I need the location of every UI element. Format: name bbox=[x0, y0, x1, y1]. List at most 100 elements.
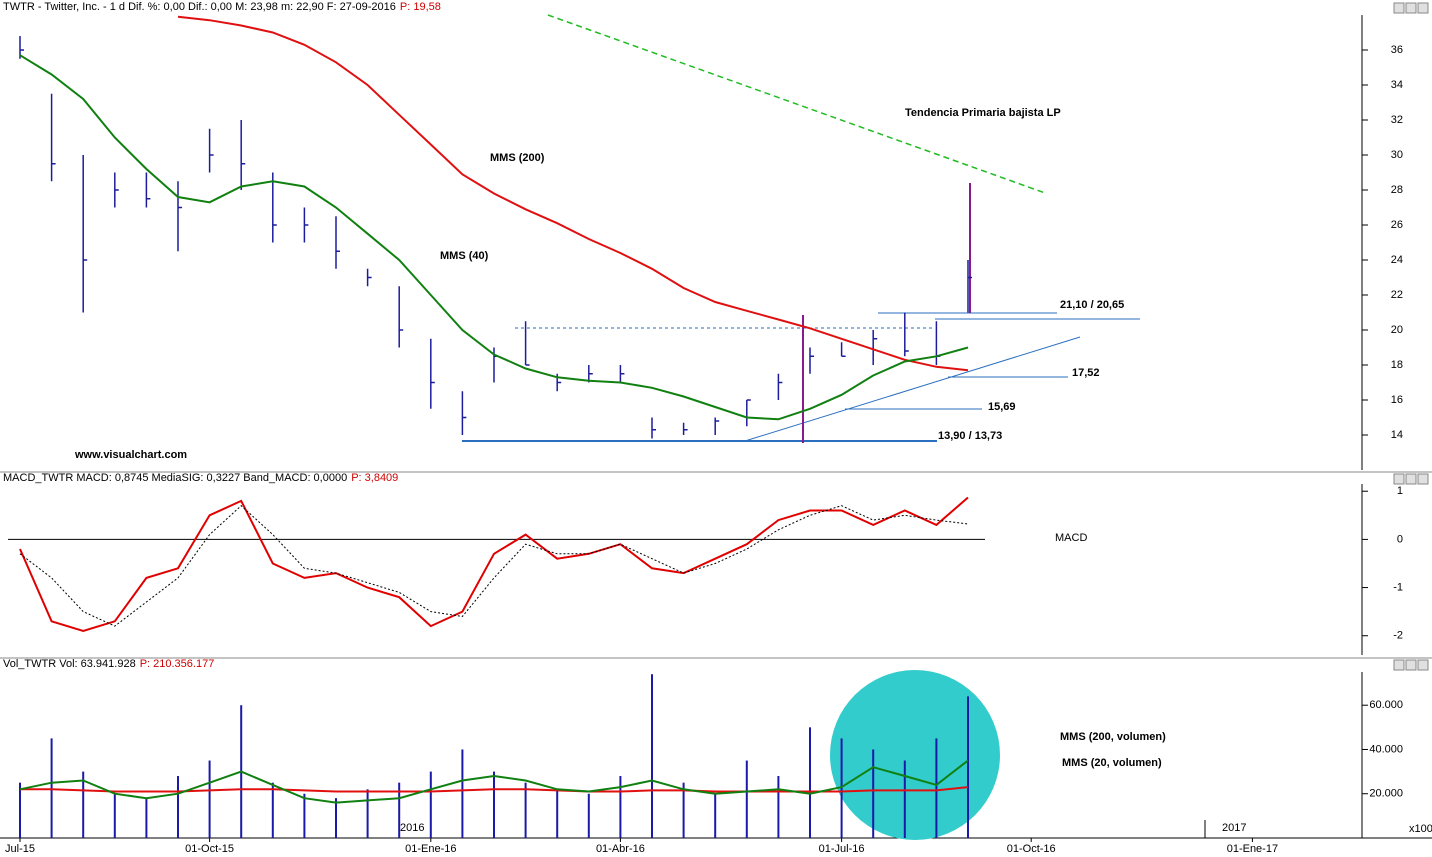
y-tick-label: 14 bbox=[1391, 429, 1403, 441]
button[interactable] bbox=[1417, 659, 1429, 671]
y-tick-label: 24 bbox=[1391, 254, 1403, 266]
volume-bar bbox=[113, 793, 116, 838]
volume-bar bbox=[398, 782, 401, 838]
y-tick-label: -2 bbox=[1393, 630, 1403, 642]
volume-bar bbox=[967, 696, 969, 838]
button[interactable] bbox=[1405, 2, 1417, 14]
y-tick-label: -1 bbox=[1393, 581, 1403, 593]
panel-header: TWTR - Twitter, Inc. - 1 d Dif. %: 0,00 … bbox=[3, 1, 441, 13]
volume-bar bbox=[335, 798, 337, 838]
year-label: 2016 bbox=[400, 822, 424, 834]
annotation: www.visualchart.com bbox=[74, 449, 187, 461]
x-tick-label: Jul-15 bbox=[5, 843, 35, 855]
y-tick-label: 16 bbox=[1391, 394, 1403, 406]
button[interactable] bbox=[1393, 473, 1405, 485]
y-tick-label: 20 bbox=[1391, 324, 1403, 336]
uptrend-line bbox=[744, 336, 1081, 442]
button[interactable] bbox=[1417, 2, 1429, 14]
header-text: TWTR - Twitter, Inc. - 1 d Dif. %: 0,00 … bbox=[3, 1, 396, 13]
annotation: 15,69 bbox=[988, 401, 1016, 413]
volume-bar bbox=[777, 776, 780, 838]
volume-bar bbox=[524, 782, 527, 838]
x-tick-label: 01-Ene-17 bbox=[1227, 843, 1278, 855]
series-line bbox=[19, 496, 969, 632]
trend-line bbox=[547, 14, 1046, 194]
volume-bar bbox=[745, 760, 748, 838]
y-tick-label: 0 bbox=[1397, 533, 1403, 545]
header-extra: P: 3,8409 bbox=[351, 472, 398, 484]
volume-bar bbox=[19, 782, 21, 838]
volume-bar bbox=[493, 771, 495, 838]
series-label: MACD bbox=[1055, 532, 1087, 544]
series-line bbox=[19, 759, 969, 804]
y-tick-label: 18 bbox=[1391, 359, 1403, 371]
drawing-tools bbox=[462, 14, 1140, 443]
button[interactable] bbox=[1405, 659, 1417, 671]
y-tick-label: 20.000 bbox=[1369, 788, 1403, 800]
x-tick-label: 01-Abr-16 bbox=[596, 843, 645, 855]
volume-bar bbox=[177, 776, 179, 838]
series-line bbox=[19, 54, 969, 421]
series-label: MMS (200, volumen) bbox=[1060, 731, 1166, 743]
series-label: MMS (20, volumen) bbox=[1062, 757, 1162, 769]
y-tick-label: 1 bbox=[1397, 485, 1403, 497]
x-tick-label: 01-Oct-16 bbox=[1007, 843, 1056, 855]
volume-bar bbox=[587, 793, 590, 838]
series-line bbox=[20, 786, 969, 793]
volume-bar bbox=[903, 760, 906, 838]
volume-bar bbox=[461, 749, 464, 838]
x-tick-label: 01-Ene-16 bbox=[405, 843, 456, 855]
volume-bar bbox=[429, 771, 432, 838]
y-tick-label: 34 bbox=[1391, 79, 1403, 91]
y-tick-label: 60.000 bbox=[1369, 699, 1403, 711]
y-tick-label: 28 bbox=[1391, 184, 1403, 196]
y-tick-label: 32 bbox=[1391, 114, 1403, 126]
volume-bar bbox=[619, 776, 622, 838]
annotation: 21,10 / 20,65 bbox=[1060, 299, 1124, 311]
y-tick-label: 36 bbox=[1391, 44, 1403, 56]
volume-bar bbox=[271, 782, 274, 838]
header-text: MACD_TWTR MACD: 0,8745 MediaSIG: 0,3227 … bbox=[3, 472, 347, 484]
x-tick-label: 01-Oct-15 bbox=[185, 843, 234, 855]
volume-bar bbox=[809, 727, 811, 838]
annotation: 17,52 bbox=[1072, 367, 1100, 379]
annotation: 13,90 / 13,73 bbox=[938, 430, 1002, 442]
series-line bbox=[19, 505, 969, 627]
unit-label: x1000 bbox=[1409, 823, 1432, 835]
y-tick-label: 40.000 bbox=[1369, 743, 1403, 755]
volume-bar bbox=[872, 749, 875, 838]
series-label: MMS (40) bbox=[440, 250, 489, 262]
volume-bar bbox=[651, 674, 653, 838]
panel-header: MACD_TWTR MACD: 0,8745 MediaSIG: 0,3227 … bbox=[3, 472, 398, 484]
header-extra: P: 19,58 bbox=[400, 1, 441, 13]
button[interactable] bbox=[1405, 473, 1417, 485]
panel-header: Vol_TWTR Vol: 63.941.928 P: 210.356.177 bbox=[3, 658, 214, 670]
series-label: MMS (200) bbox=[490, 152, 545, 164]
x-tick-label: 01-Jul-16 bbox=[819, 843, 865, 855]
year-label: 2017 bbox=[1222, 822, 1246, 834]
button[interactable] bbox=[1393, 659, 1405, 671]
volume-bar bbox=[303, 793, 306, 838]
volume-bar bbox=[714, 793, 717, 838]
volume-bar bbox=[145, 798, 148, 838]
volume-bar bbox=[556, 789, 559, 838]
button[interactable] bbox=[1417, 473, 1429, 485]
volume-bar bbox=[82, 771, 85, 838]
header-extra: P: 210.356.177 bbox=[140, 658, 215, 670]
volume-bar bbox=[208, 760, 211, 838]
header-text: Vol_TWTR Vol: 63.941.928 bbox=[3, 658, 136, 670]
button[interactable] bbox=[1393, 2, 1405, 14]
annotation: Tendencia Primaria bajista LP bbox=[905, 107, 1061, 119]
series-line bbox=[177, 15, 969, 372]
volume-bar bbox=[50, 738, 53, 838]
y-tick-label: 22 bbox=[1391, 289, 1403, 301]
volume-bar bbox=[366, 789, 369, 838]
window-buttons bbox=[1393, 2, 1429, 671]
highlight-circle bbox=[830, 670, 1000, 840]
volume-bar bbox=[682, 782, 685, 838]
y-tick-label: 30 bbox=[1391, 149, 1403, 161]
volume-bar bbox=[840, 738, 843, 838]
y-tick-label: 26 bbox=[1391, 219, 1403, 231]
